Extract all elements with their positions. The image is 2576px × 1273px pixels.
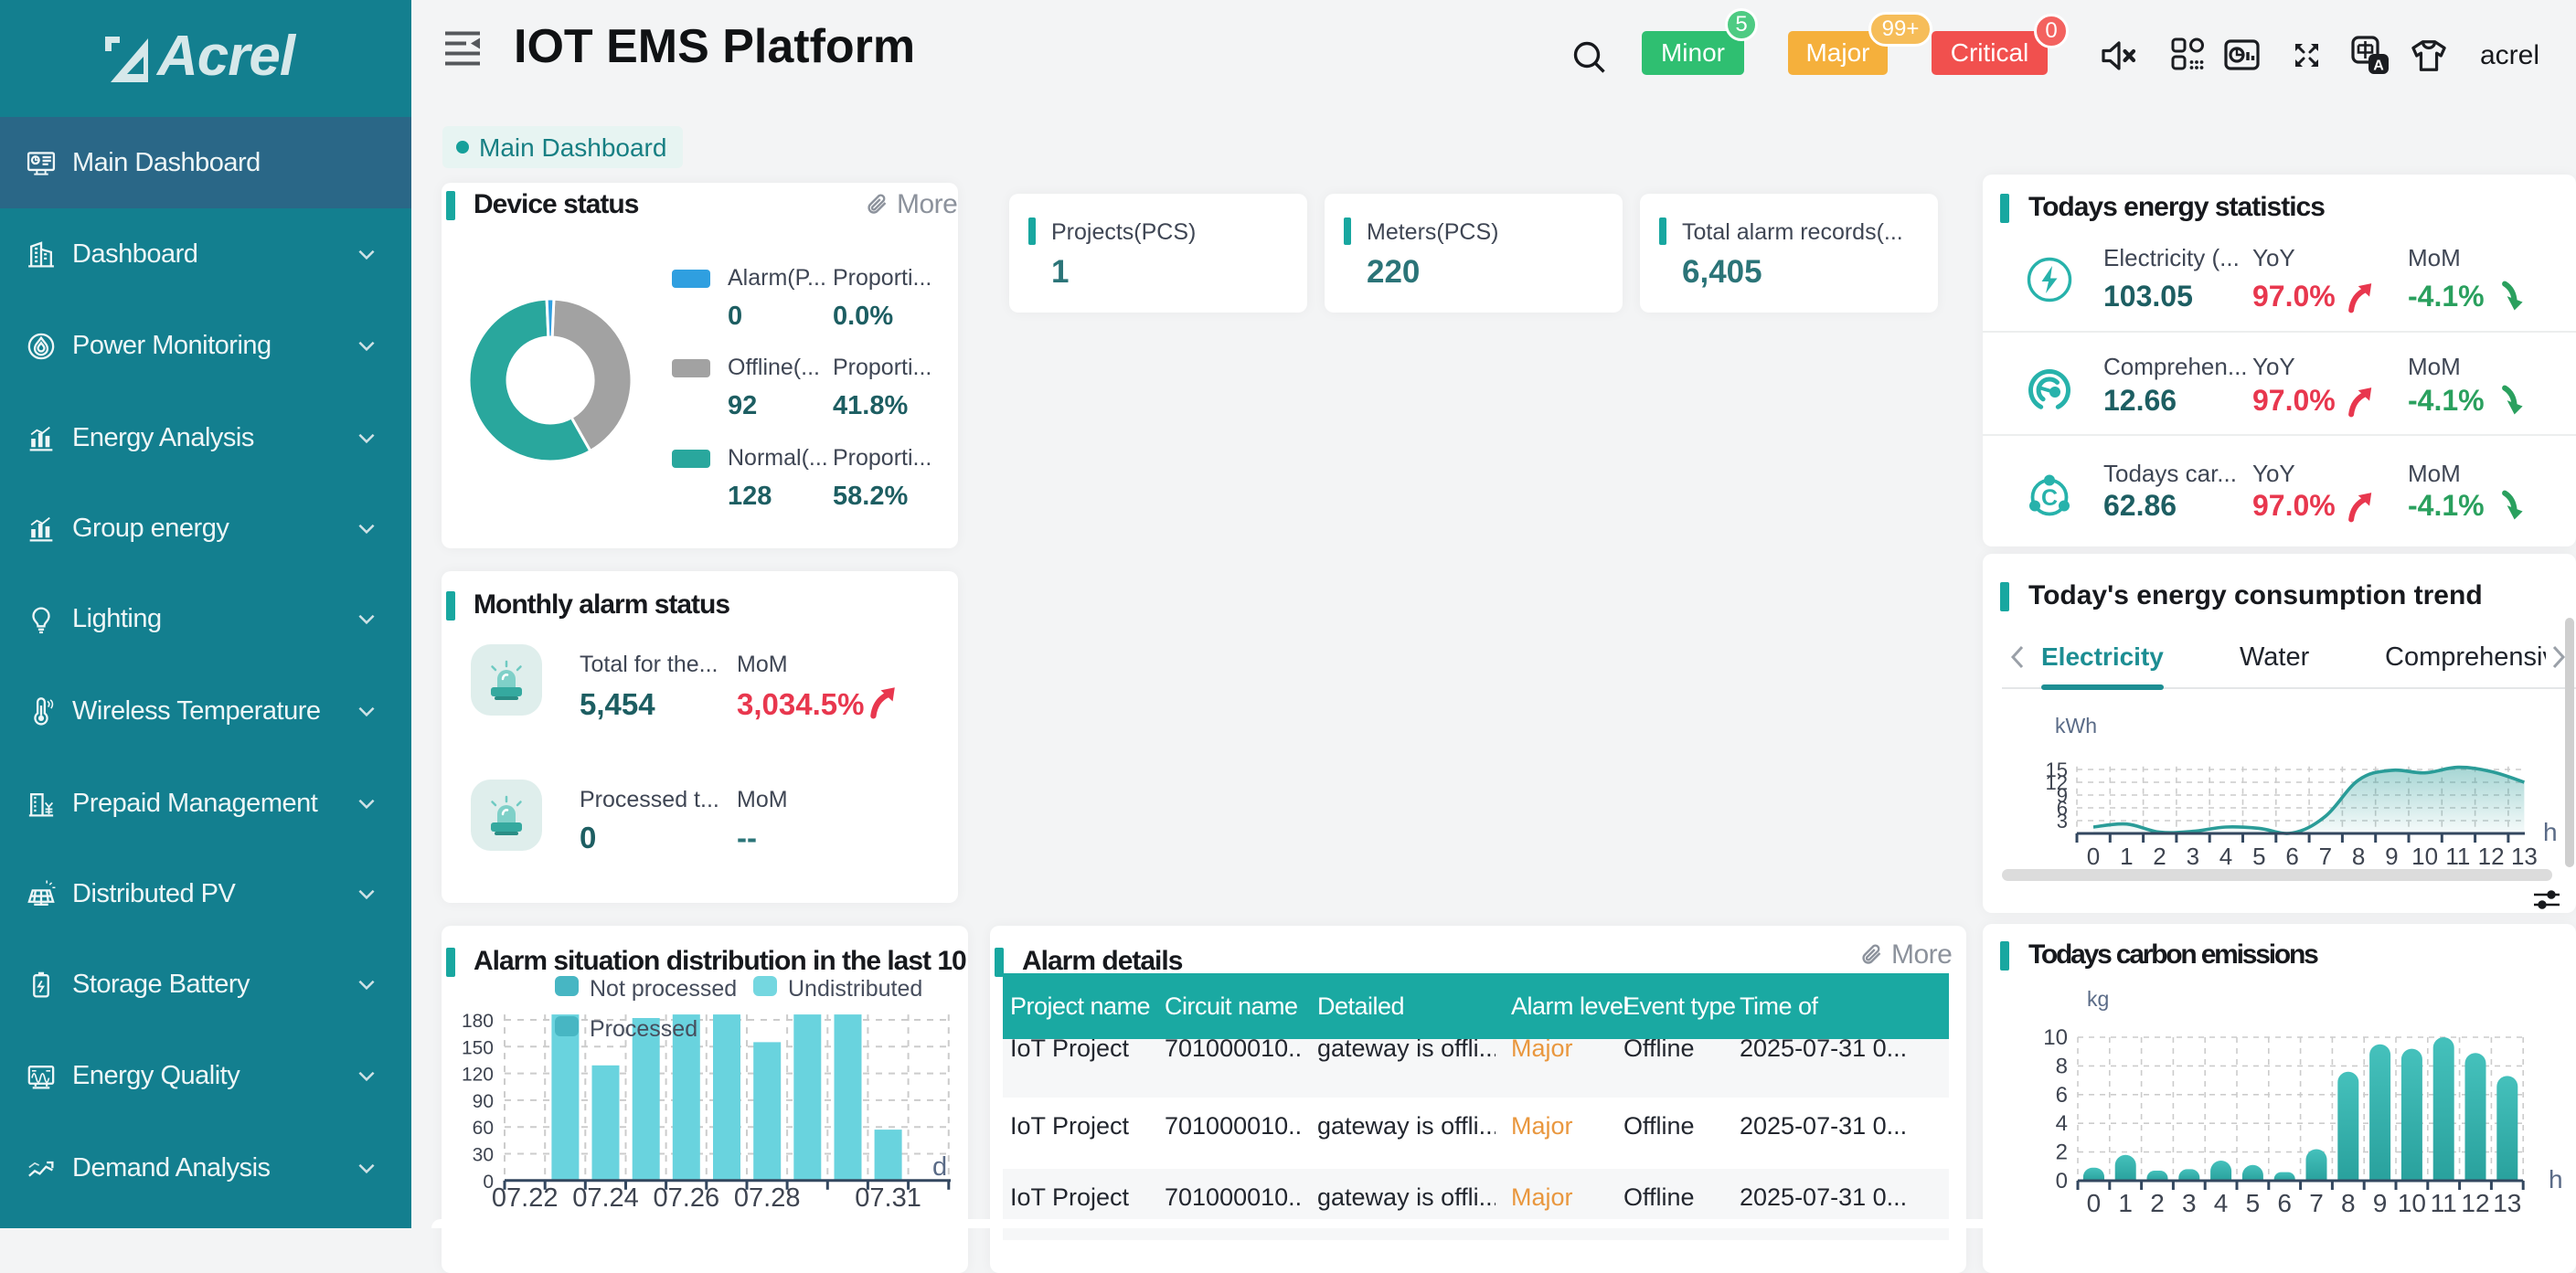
svg-text:07.24: 07.24 [572, 1183, 639, 1213]
svg-text:7: 7 [2319, 843, 2332, 870]
svg-text:5: 5 [2246, 1189, 2261, 1217]
svg-text:A: A [2373, 58, 2384, 74]
svg-text:11: 11 [2445, 843, 2470, 870]
svg-text:1: 1 [2118, 1189, 2133, 1217]
svg-text:3: 3 [2182, 1189, 2197, 1217]
svg-text:120: 120 [462, 1065, 494, 1086]
svg-text:2: 2 [2150, 1189, 2165, 1217]
svg-text:4: 4 [2219, 843, 2232, 870]
svg-text:3: 3 [2187, 843, 2199, 870]
svg-text:d: d [932, 1152, 947, 1182]
svg-text:150: 150 [462, 1037, 494, 1058]
svg-text:9: 9 [2373, 1189, 2388, 1217]
svg-text:12: 12 [2478, 843, 2505, 870]
svg-text:2: 2 [2153, 843, 2166, 870]
svg-text:10: 10 [2398, 1189, 2426, 1217]
svg-text:6: 6 [2057, 797, 2068, 820]
svg-text:60: 60 [473, 1118, 494, 1139]
svg-text:13: 13 [2511, 843, 2538, 870]
svg-text:12: 12 [2046, 771, 2068, 794]
svg-text:15: 15 [2046, 758, 2068, 781]
svg-text:07.28: 07.28 [734, 1183, 801, 1213]
svg-text:8: 8 [2341, 1189, 2356, 1217]
svg-text:0: 0 [483, 1172, 494, 1193]
svg-text:11: 11 [2431, 1189, 2457, 1217]
svg-text:6: 6 [2285, 843, 2298, 870]
svg-text:8: 8 [2056, 1054, 2068, 1078]
svg-text:h: h [2549, 1165, 2563, 1193]
svg-text:0: 0 [2056, 1169, 2068, 1193]
svg-text:07.26: 07.26 [654, 1183, 720, 1213]
svg-text:4: 4 [2214, 1189, 2229, 1217]
svg-text:C: C [2041, 485, 2058, 511]
svg-text:180: 180 [462, 1011, 494, 1032]
svg-text:2: 2 [2056, 1140, 2068, 1165]
svg-text:9: 9 [2057, 784, 2068, 807]
svg-text:6: 6 [2277, 1189, 2292, 1217]
svg-text:4: 4 [2056, 1111, 2068, 1136]
svg-text:13: 13 [2493, 1189, 2521, 1217]
svg-text:1: 1 [2120, 843, 2133, 870]
svg-text:10: 10 [2411, 843, 2438, 870]
svg-text:07.31: 07.31 [855, 1183, 921, 1213]
svg-text:12: 12 [2461, 1189, 2489, 1217]
svg-text:7: 7 [2309, 1189, 2324, 1217]
svg-text:3: 3 [2057, 810, 2068, 833]
svg-text:30: 30 [473, 1145, 494, 1166]
svg-text:07.22: 07.22 [492, 1183, 559, 1213]
svg-text:0: 0 [2087, 1189, 2102, 1217]
svg-text:9: 9 [2385, 843, 2398, 870]
svg-text:90: 90 [473, 1091, 494, 1112]
svg-text:h: h [2543, 818, 2558, 846]
svg-text:5: 5 [2252, 843, 2265, 870]
svg-text:10: 10 [2043, 1025, 2068, 1050]
svg-text:0: 0 [2087, 843, 2100, 870]
svg-text:8: 8 [2352, 843, 2365, 870]
svg-text:6: 6 [2056, 1083, 2068, 1108]
